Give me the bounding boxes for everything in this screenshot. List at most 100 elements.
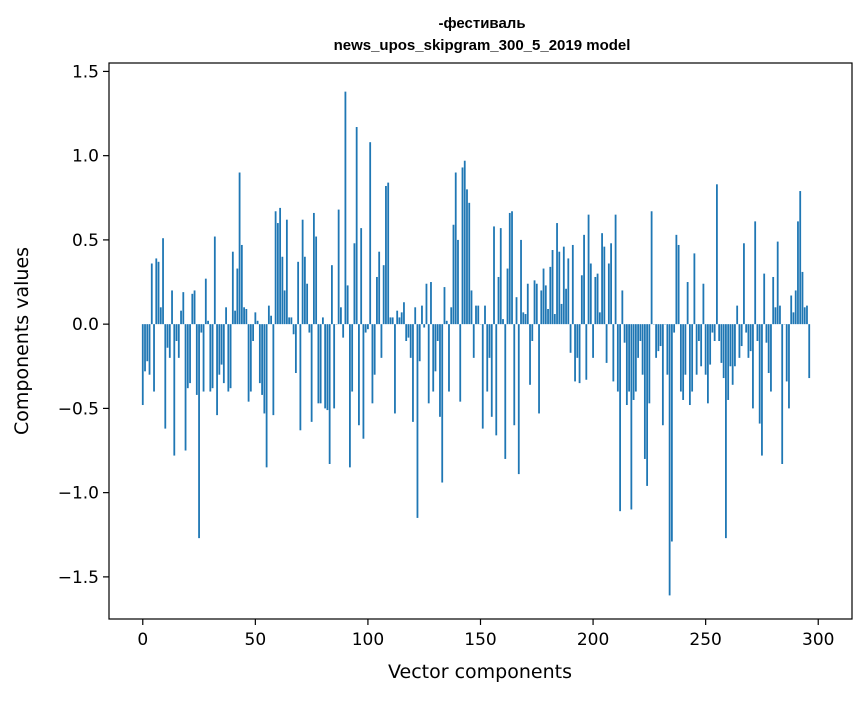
bar xyxy=(624,324,626,343)
bar xyxy=(306,284,308,324)
bar xyxy=(615,215,617,325)
bar xyxy=(599,312,601,324)
bar xyxy=(372,324,374,403)
bar xyxy=(225,307,227,324)
bar xyxy=(504,324,506,459)
bar xyxy=(254,312,256,324)
bar xyxy=(507,269,509,325)
bar xyxy=(806,306,808,325)
bar xyxy=(592,324,594,358)
bar xyxy=(351,324,353,391)
bar xyxy=(151,264,153,325)
bar xyxy=(739,324,741,358)
bar xyxy=(236,269,238,325)
bar xyxy=(498,277,500,324)
bar xyxy=(608,264,610,325)
bar xyxy=(284,290,286,324)
bar xyxy=(698,324,700,341)
bar xyxy=(597,274,599,325)
bar xyxy=(279,208,281,324)
bar xyxy=(637,324,639,358)
bar xyxy=(617,324,619,391)
bar xyxy=(441,324,443,482)
chart-title-line2: news_upos_skipgram_300_5_2019 model xyxy=(334,37,631,54)
bar xyxy=(419,324,421,361)
bar xyxy=(218,324,220,375)
bar xyxy=(741,324,743,346)
bar xyxy=(347,285,349,324)
bar xyxy=(567,258,569,324)
bar xyxy=(299,324,301,430)
bar xyxy=(793,312,795,324)
bar xyxy=(405,324,407,341)
bar xyxy=(428,324,430,403)
bar xyxy=(635,324,637,391)
bar xyxy=(484,306,486,325)
bar xyxy=(383,265,385,324)
bar xyxy=(549,267,551,324)
bar xyxy=(209,324,211,391)
bar xyxy=(468,203,470,324)
bar xyxy=(628,324,630,391)
bar xyxy=(646,324,648,486)
bar xyxy=(327,324,329,410)
bar xyxy=(475,306,477,325)
bar xyxy=(369,142,371,324)
bar xyxy=(572,245,574,324)
bar xyxy=(308,324,310,332)
bar xyxy=(772,277,774,324)
bar xyxy=(275,211,277,324)
bar xyxy=(716,184,718,324)
bar xyxy=(691,324,693,391)
bar xyxy=(486,324,488,391)
bar xyxy=(248,324,250,402)
bar xyxy=(482,324,484,428)
bar xyxy=(516,297,518,324)
bar xyxy=(585,324,587,380)
bar xyxy=(250,324,252,391)
bar xyxy=(349,324,351,467)
bar xyxy=(603,247,605,325)
bar xyxy=(786,324,788,381)
bar xyxy=(574,324,576,381)
bar xyxy=(538,324,540,413)
bar xyxy=(612,324,614,381)
bar xyxy=(227,324,229,391)
bar xyxy=(320,324,322,403)
bar xyxy=(426,284,428,324)
bar xyxy=(725,324,727,538)
bar xyxy=(727,324,729,400)
bar xyxy=(363,324,365,439)
bar xyxy=(579,324,581,383)
bar xyxy=(509,213,511,324)
bar xyxy=(286,220,288,324)
bar xyxy=(759,324,761,423)
bar xyxy=(378,252,380,324)
bar xyxy=(678,245,680,324)
y-axis-label: Components values xyxy=(11,247,33,435)
x-tick-label: 150 xyxy=(464,630,496,650)
bar xyxy=(203,324,205,391)
bar xyxy=(390,317,392,324)
bar xyxy=(430,282,432,324)
bar xyxy=(788,324,790,408)
bar xyxy=(570,324,572,353)
bar xyxy=(322,317,324,324)
bar xyxy=(777,242,779,325)
bar xyxy=(669,324,671,595)
bar xyxy=(358,324,360,425)
bar xyxy=(387,183,389,325)
bar xyxy=(414,307,416,324)
bar xyxy=(561,304,563,324)
y-tick-label: −1.5 xyxy=(58,568,99,588)
bar xyxy=(522,312,524,324)
bar xyxy=(495,324,497,435)
bar xyxy=(297,262,299,324)
bar xyxy=(173,324,175,455)
bar xyxy=(437,324,439,341)
bar xyxy=(410,324,412,358)
bar xyxy=(714,324,716,341)
bar xyxy=(149,324,151,375)
bar xyxy=(394,324,396,413)
bar xyxy=(354,243,356,324)
